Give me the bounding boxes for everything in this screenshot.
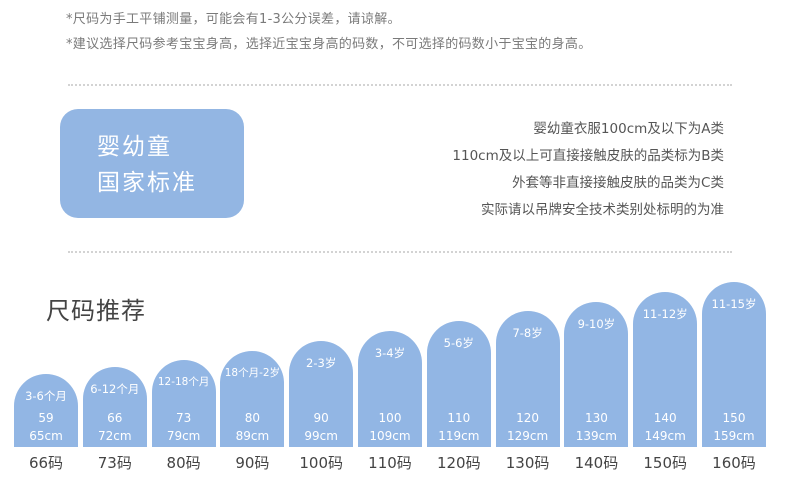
- height-min-label: 150: [722, 411, 746, 425]
- height-max-label: 159cm: [713, 429, 755, 443]
- height-max-label: 79cm: [166, 429, 201, 443]
- dotted-divider-bottom: [68, 251, 732, 253]
- height-min-label: 110: [447, 411, 471, 425]
- age-range-label: 3-6个月: [25, 389, 67, 403]
- height-max-label: 119cm: [438, 429, 480, 443]
- badge-line-infant: 婴幼童: [97, 134, 172, 160]
- height-min-label: 59: [38, 411, 54, 425]
- size-code-label: 66码: [28, 454, 64, 472]
- height-min-label: 90: [313, 411, 329, 425]
- age-range-label: 18个月-2岁: [224, 366, 281, 379]
- size-code-label: 160码: [712, 454, 756, 472]
- size-bar: 9-10岁 130 139cm: [564, 301, 629, 447]
- standard-label-note: 实际请以吊牌安全技术类别处标明的为准: [481, 202, 724, 218]
- size-bar: 12-18个月 73 79cm: [151, 360, 216, 447]
- size-code-label: 73码: [97, 454, 132, 472]
- height-min-label: 130: [584, 411, 608, 425]
- height-min-label: 120: [516, 411, 540, 425]
- height-min-label: 73: [175, 411, 192, 425]
- height-max-label: 129cm: [506, 429, 549, 443]
- height-max-label: 139cm: [575, 429, 617, 443]
- age-range-label: 6-12个月: [90, 382, 140, 397]
- height-max-label: 72cm: [98, 429, 132, 443]
- height-max-label: 99cm: [304, 429, 338, 443]
- size-code-label: 90码: [235, 454, 270, 472]
- size-code-label: 110码: [368, 454, 412, 472]
- dotted-divider-top: [68, 84, 732, 86]
- standard-class-c: 外套等非直接接触皮肤的品类为C类: [512, 175, 724, 191]
- height-max-label: 109cm: [369, 429, 411, 443]
- national-standard-badge: 婴幼童 国家标准: [60, 109, 244, 218]
- height-max-label: 89cm: [235, 429, 270, 443]
- size-code-label: 140码: [574, 454, 619, 472]
- height-min-label: 66: [107, 411, 123, 425]
- standard-class-a: 婴幼童衣服100cm及以下为A类: [533, 121, 724, 137]
- age-range-label: 9-10岁: [577, 316, 616, 331]
- age-range-label: 11-12岁: [642, 306, 688, 321]
- section-title-size-recommendation: 尺码推荐: [46, 297, 146, 325]
- age-range-label: 5-6岁: [443, 336, 474, 351]
- size-bar: 5-6岁 110 119cm: [426, 321, 491, 447]
- size-bar: 7-8岁 120 129cm: [495, 311, 560, 447]
- size-note-measurement: *尺码为手工平铺测量，可能会有1-3公分误差，请谅解。: [66, 12, 401, 27]
- badge-line-national-standard: 国家标准: [97, 170, 197, 196]
- height-max-label: 65cm: [29, 429, 63, 443]
- size-bar: 3-4岁 100 109cm: [358, 330, 422, 447]
- size-bar: 6-12个月 66 72cm: [82, 367, 147, 447]
- size-code-label: 150码: [643, 454, 687, 472]
- size-note-selection: *建议选择尺码参考宝宝身高，选择近宝宝身高的码数，不可选择的码数小于宝宝的身高。: [66, 37, 592, 52]
- standard-class-b: 110cm及以上可直接接触皮肤的品类标为B类: [452, 148, 724, 164]
- size-bar: 2-3岁 90 99cm: [289, 340, 354, 447]
- size-code-label: 80码: [166, 454, 201, 472]
- height-min-label: 140: [653, 411, 677, 425]
- age-range-label: 2-3岁: [306, 355, 337, 370]
- size-bar: 11-12岁 140 149cm: [633, 291, 698, 447]
- size-bar: 3-6个月 59 65cm: [14, 374, 78, 447]
- age-range-label: 7-8岁: [512, 326, 543, 341]
- height-min-label: 80: [244, 411, 261, 425]
- age-range-label: 3-4岁: [374, 345, 406, 360]
- age-range-label: 12-18个月: [157, 376, 210, 389]
- age-range-label: 11-15岁: [711, 297, 757, 311]
- size-code-label: 130码: [505, 454, 550, 472]
- size-bar: 18个月-2岁 80 89cm: [220, 350, 285, 447]
- height-max-label: 149cm: [644, 429, 686, 443]
- size-code-label: 120码: [436, 454, 481, 472]
- size-code-label: 100码: [299, 454, 343, 472]
- height-min-label: 100: [378, 411, 402, 425]
- size-bar: 11-15岁 150 159cm: [702, 282, 766, 447]
